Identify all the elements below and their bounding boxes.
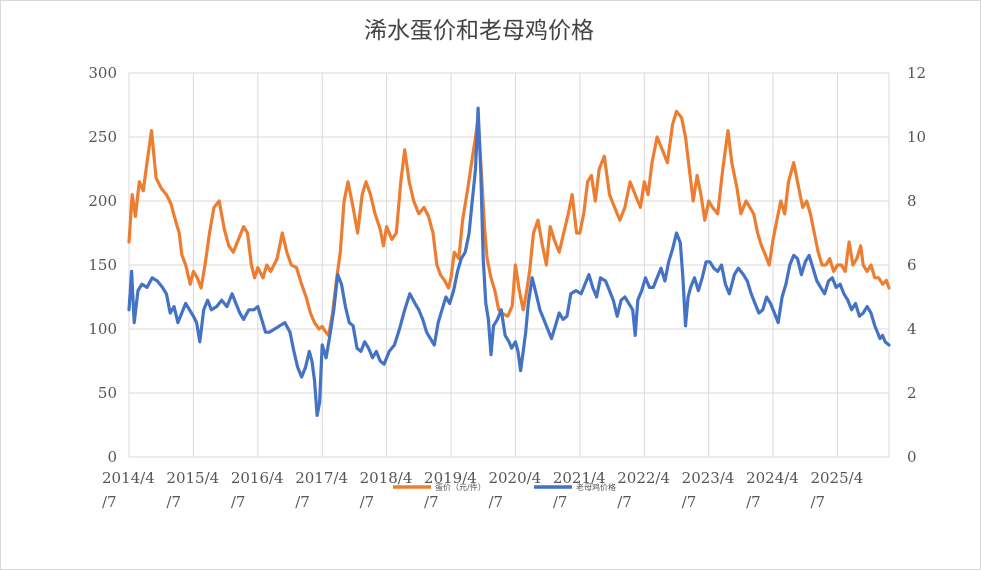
x-tick-label: /7 bbox=[102, 493, 117, 511]
x-tick-label: 2020/4 bbox=[488, 469, 541, 487]
series-line-hen-price bbox=[127, 106, 891, 417]
y-right-tick-label: 6 bbox=[907, 256, 917, 274]
y-right-tick-label: 4 bbox=[907, 320, 917, 338]
x-tick-label: /7 bbox=[810, 493, 825, 511]
y-right-tick-label: 2 bbox=[907, 384, 917, 402]
legend: 蛋价（元/件） 老母鸡价格 bbox=[393, 482, 616, 492]
x-tick-label: /7 bbox=[360, 493, 375, 511]
series-lines bbox=[127, 106, 891, 417]
x-tick-label: 2016/4 bbox=[231, 469, 284, 487]
gridlines bbox=[128, 72, 890, 458]
y-left-tick-label: 100 bbox=[88, 320, 117, 338]
x-tick-label: 2022/4 bbox=[617, 469, 670, 487]
x-tick-label: 2024/4 bbox=[746, 469, 799, 487]
x-tick-label: /7 bbox=[166, 493, 181, 511]
x-tick-label: /7 bbox=[488, 493, 503, 511]
y-left-tick-label: 200 bbox=[88, 192, 117, 210]
legend-label: 蛋价（元/件） bbox=[435, 482, 486, 492]
axes: 0 0 50 2 100 4 150 6 200 8 250 10 300 12 2014/4/7 2015/… bbox=[88, 64, 926, 511]
y-left-tick-label: 50 bbox=[98, 384, 117, 402]
series-line-egg-price bbox=[127, 109, 891, 337]
x-tick-label: 2021/4 bbox=[553, 469, 606, 487]
x-tick-label: 2018/4 bbox=[360, 469, 413, 487]
x-tick-label: /7 bbox=[424, 493, 439, 511]
x-tick-label: /7 bbox=[746, 493, 761, 511]
y-right-tick-label: 12 bbox=[907, 64, 926, 82]
x-tick-label: 2015/4 bbox=[166, 469, 219, 487]
x-tick-label: /7 bbox=[553, 493, 568, 511]
y-right-tick-label: 8 bbox=[907, 192, 917, 210]
y-right-tick-label: 10 bbox=[907, 128, 926, 146]
legend-label: 老母鸡价格 bbox=[576, 482, 616, 492]
x-tick-label: 2025/4 bbox=[810, 469, 863, 487]
y-right-tick-label: 0 bbox=[907, 448, 917, 466]
x-tick-label: /7 bbox=[682, 493, 697, 511]
y-left-tick-label: 150 bbox=[88, 256, 117, 274]
x-tick-label: 2017/4 bbox=[295, 469, 348, 487]
x-tick-label: 2019/4 bbox=[424, 469, 477, 487]
x-tick-label: /7 bbox=[617, 493, 632, 511]
x-tick-label: 2014/4 bbox=[102, 469, 155, 487]
y-left-tick-label: 0 bbox=[107, 448, 117, 466]
x-tick-label: 2023/4 bbox=[682, 469, 735, 487]
x-tick-label: /7 bbox=[231, 493, 246, 511]
y-left-tick-label: 250 bbox=[88, 128, 117, 146]
chart-title: 浠水蛋价和老母鸡价格 bbox=[364, 18, 594, 44]
y-left-tick-label: 300 bbox=[88, 64, 117, 82]
x-tick-label: /7 bbox=[295, 493, 310, 511]
